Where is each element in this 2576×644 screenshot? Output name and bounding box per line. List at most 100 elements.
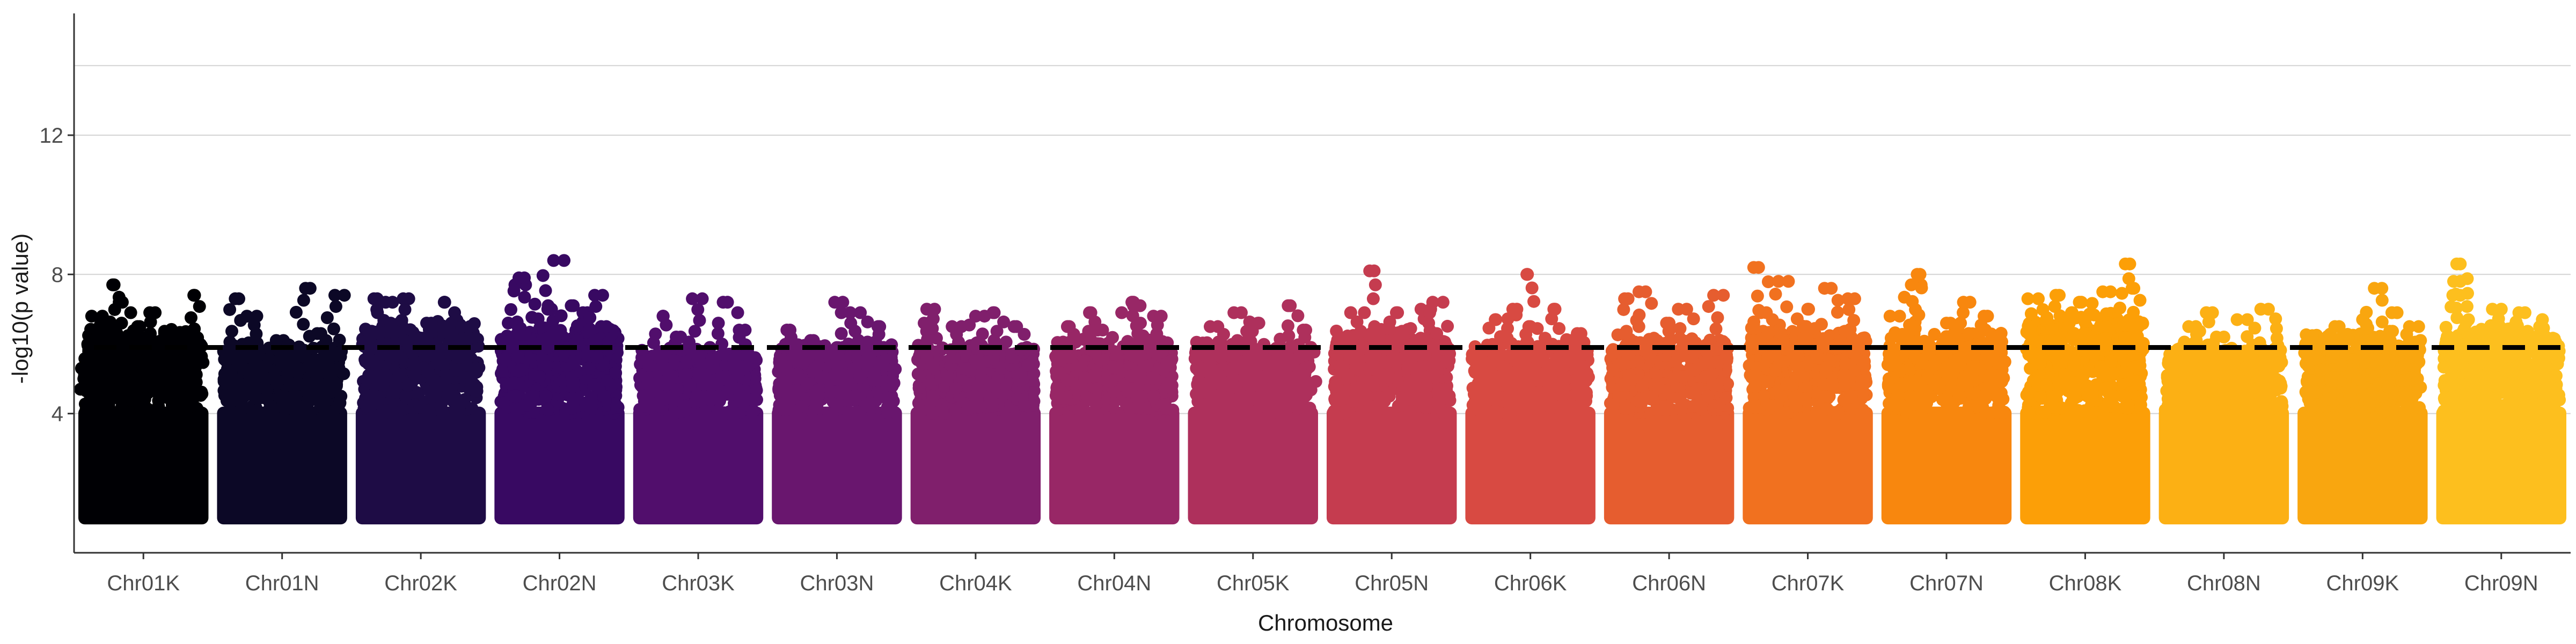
- data-point: [111, 390, 125, 403]
- data-point: [1281, 319, 1294, 333]
- peak-point: [299, 282, 312, 295]
- data-point: [1104, 375, 1117, 388]
- data-point: [649, 327, 662, 341]
- data-point: [1127, 349, 1140, 363]
- series-Chr06K: [1465, 268, 1596, 525]
- peak-point: [547, 254, 560, 267]
- data-point: [421, 365, 435, 378]
- peak-point: [871, 320, 884, 333]
- peak-point: [784, 324, 797, 337]
- peak-point: [565, 299, 578, 312]
- data-point: [670, 383, 684, 396]
- data-point: [193, 300, 206, 313]
- data-point: [369, 390, 383, 403]
- data-point: [338, 289, 351, 302]
- data-point: [389, 379, 402, 392]
- peak-point: [455, 320, 469, 333]
- data-point: [250, 310, 264, 323]
- data-point: [1281, 369, 1294, 383]
- data-point: [292, 377, 306, 391]
- data-point: [1368, 320, 1381, 333]
- data-point: [223, 335, 237, 349]
- peak-point: [420, 317, 434, 330]
- data-points: [74, 254, 2566, 525]
- data-point: [526, 390, 539, 403]
- data-point: [1433, 401, 1447, 414]
- data-point: [1330, 324, 1343, 338]
- data-point: [143, 327, 157, 341]
- data-point: [318, 378, 331, 392]
- data-point: [495, 364, 509, 378]
- peak-point: [969, 310, 982, 323]
- data-point: [251, 392, 265, 405]
- data-point: [146, 353, 159, 366]
- data-point: [392, 368, 406, 381]
- peak-point: [721, 296, 734, 309]
- data-point: [327, 322, 340, 335]
- data-point: [914, 405, 928, 418]
- peak-point: [311, 327, 324, 340]
- data-point: [1245, 405, 1258, 419]
- data-point: [1196, 400, 1209, 414]
- data-point: [416, 333, 429, 346]
- data-point: [1021, 358, 1035, 372]
- data-point: [504, 303, 517, 316]
- peak-point: [1299, 324, 1313, 337]
- data-point: [1119, 397, 1133, 411]
- data-point: [188, 322, 201, 335]
- data-point: [333, 333, 346, 347]
- data-point: [812, 383, 825, 397]
- peak-point: [379, 296, 392, 309]
- data-point: [187, 390, 200, 403]
- peak-point: [854, 306, 867, 319]
- data-point: [297, 294, 310, 307]
- peak-point: [328, 289, 341, 302]
- peak-point: [115, 296, 129, 309]
- data-point: [692, 390, 705, 403]
- data-point: [1231, 334, 1244, 347]
- grid-lines: [74, 65, 2571, 414]
- data-point: [516, 363, 529, 377]
- data-point: [589, 300, 603, 313]
- data-point: [262, 353, 276, 366]
- data-point: [1414, 332, 1428, 345]
- data-point: [791, 368, 804, 381]
- data-point: [1383, 371, 1396, 384]
- data-point: [372, 327, 386, 340]
- peak-point: [1084, 306, 1097, 319]
- data-point: [800, 377, 813, 391]
- data-point: [718, 406, 731, 420]
- data-point: [297, 318, 310, 331]
- data-point: [435, 404, 449, 417]
- data-point: [1140, 360, 1154, 373]
- data-point: [1364, 376, 1378, 389]
- data-point: [1358, 306, 1371, 319]
- data-point: [1343, 334, 1357, 347]
- data-point: [1291, 401, 1305, 415]
- point-band: [633, 406, 764, 525]
- data-point: [84, 402, 98, 416]
- data-point: [445, 317, 458, 330]
- data-point: [1360, 390, 1374, 403]
- data-point: [337, 367, 350, 380]
- peak-point: [269, 334, 283, 347]
- peak-point: [163, 355, 176, 368]
- data-point: [1366, 292, 1380, 305]
- data-point: [400, 335, 413, 349]
- data-point: [246, 404, 259, 418]
- data-point: [509, 390, 522, 403]
- peak-point: [518, 271, 531, 284]
- data-point: [570, 334, 584, 347]
- data-point: [508, 376, 521, 390]
- data-point: [375, 348, 389, 361]
- data-point: [528, 297, 541, 311]
- point-band: [1049, 406, 1180, 525]
- data-point: [124, 306, 137, 319]
- data-point: [554, 309, 568, 323]
- data-point: [104, 315, 117, 328]
- data-point: [531, 312, 545, 326]
- data-point: [539, 390, 553, 403]
- data-point: [235, 354, 248, 367]
- data-point: [170, 382, 183, 395]
- data-point: [513, 324, 526, 337]
